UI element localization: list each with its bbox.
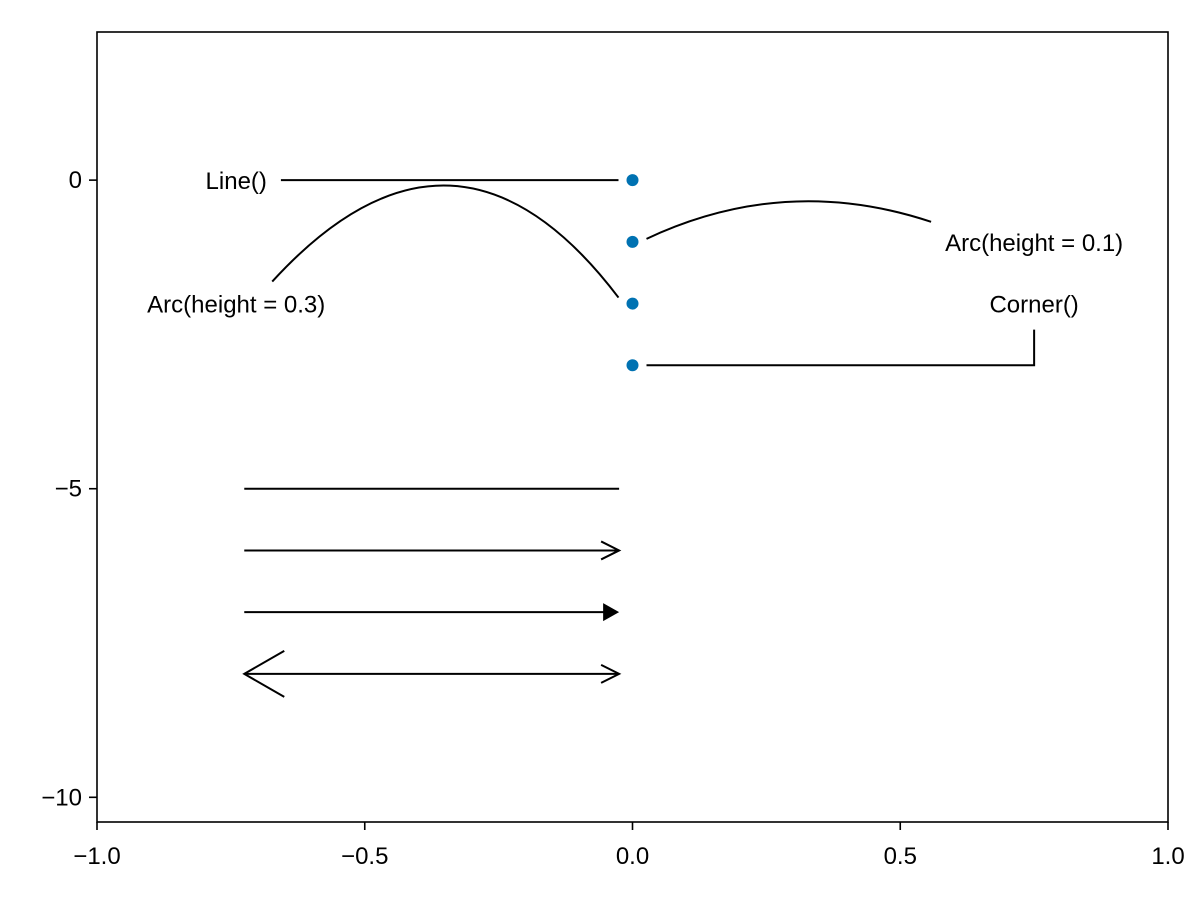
arrow-lines bbox=[242, 487, 622, 698]
scatter-point bbox=[626, 297, 639, 310]
annotation-connector bbox=[646, 200, 932, 240]
x-tick-label: −1.0 bbox=[73, 843, 120, 870]
arrow-double-open-tail bbox=[242, 650, 285, 698]
annotation-label: Arc(height = 0.1) bbox=[945, 230, 1123, 257]
plot-area bbox=[96, 31, 1169, 823]
arrow-double-open-head bbox=[600, 663, 622, 684]
scatter-point bbox=[626, 235, 639, 248]
annotation-connector bbox=[646, 329, 1036, 367]
arrow-open-head bbox=[600, 540, 622, 561]
annotation-label: Line() bbox=[206, 168, 267, 195]
y-tick-label: 0 bbox=[69, 167, 82, 194]
arrow-filled-head bbox=[603, 603, 620, 622]
y-tick-label: −10 bbox=[41, 784, 82, 811]
y-tick-label: −5 bbox=[55, 476, 82, 503]
annotations: Line() Arc(height = 0.1) Arc(height = 0.3)… bbox=[147, 168, 1123, 367]
scatter-point bbox=[626, 359, 639, 372]
scatter-point bbox=[626, 174, 639, 187]
annotation-label: Corner() bbox=[989, 292, 1078, 319]
scatter-points bbox=[626, 174, 639, 372]
x-tick-label: 0.5 bbox=[884, 843, 917, 870]
x-tick-label: 0.0 bbox=[616, 843, 649, 870]
annotation-label: Arc(height = 0.3) bbox=[147, 292, 325, 319]
annotation-connector bbox=[271, 184, 620, 299]
x-tick-label: 1.0 bbox=[1151, 843, 1184, 870]
y-axis: 0 −5 −10 bbox=[41, 167, 97, 811]
x-axis: −1.0 −0.5 0.0 0.5 1.0 bbox=[73, 822, 1185, 870]
x-tick-label: −0.5 bbox=[341, 843, 388, 870]
